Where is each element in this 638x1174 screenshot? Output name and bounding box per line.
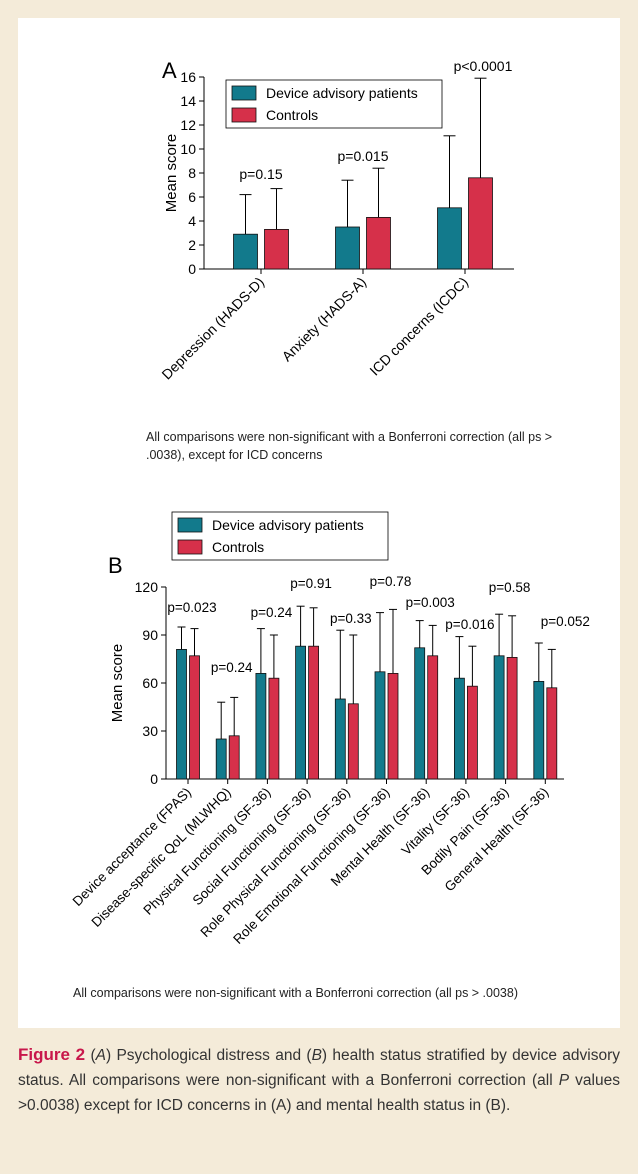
chart-b-bar-controls (506, 656, 518, 780)
chart-b-bar-device (215, 738, 227, 780)
chart-a-y-tick-label: 14 (180, 93, 196, 109)
chart-a-note: All comparisons were non-significant wit… (146, 430, 553, 462)
chart-b-p-value-label: p=0.78 (370, 574, 412, 589)
chart-b-bar-controls (268, 677, 280, 780)
chart-b-legend-swatch-device (177, 517, 203, 533)
chart-a-y-tick-label: 16 (180, 69, 196, 85)
chart-b-bar-controls (308, 645, 320, 780)
chart-a-category-label: Depression (HADS-D) (158, 274, 267, 383)
chart-b-y-tick-label: 60 (142, 675, 158, 691)
chart-b-bar-controls (427, 655, 439, 780)
chart-b-y-tick-label: 0 (150, 771, 158, 787)
chart-b-legend-label-controls: Controls (212, 539, 264, 555)
chart-b-y-axis-label: Mean score (109, 644, 126, 722)
chart-b-p-value-label: p=0.052 (541, 614, 590, 629)
chart-b-bar-controls (387, 672, 399, 780)
chart-b-p-value-label: p=0.91 (290, 576, 332, 591)
chart-a-y-tick-label: 4 (188, 213, 196, 229)
chart-a-bar-device (335, 226, 360, 270)
caption-text-4: values >0.0038) except for ICD concerns … (18, 1072, 620, 1114)
chart-a-p-value-label: p=0.15 (239, 166, 282, 182)
chart-b-y-tick-label: 90 (142, 627, 158, 643)
caption-text-3: ) health status stratified by device adv… (18, 1047, 621, 1089)
chart-b-bar-device (414, 647, 426, 780)
chart-b-p-value-label: p=0.24 (251, 605, 293, 620)
chart-a-bar-device (437, 207, 462, 270)
chart-a-p-value-label: p<0.0001 (454, 58, 513, 74)
chart-a-y-axis-label: Mean score (163, 134, 180, 212)
chart-b-p-value-label: p=0.33 (330, 611, 372, 626)
chart-b-panel-label: B (108, 553, 123, 578)
chart-a-legend-label-device: Device advisory patients (266, 85, 418, 101)
chart-a-bar-controls (264, 228, 289, 270)
chart-b-bar-controls (466, 685, 478, 780)
chart-b-note: All comparisons were non-significant wit… (73, 986, 519, 1000)
figure-label: Figure 2 (18, 1045, 86, 1064)
chart-b-bar-device (374, 671, 386, 780)
chart-a-y-tick-label: 12 (180, 117, 196, 133)
chart-a: 0 2 4 6 8 10 12 14 16 Mean score A Depression (HADS… (158, 58, 514, 383)
chart-b-bar-device (493, 655, 505, 780)
figure-panel: 0 2 4 6 8 10 12 14 16 Mean score A Depression (HADS… (18, 18, 620, 1028)
chart-b-bar-controls (347, 703, 359, 780)
chart-b-legend-swatch-controls (177, 539, 203, 555)
chart-a-y-tick-label: 6 (188, 189, 196, 205)
chart-b-bar-controls (228, 735, 240, 780)
caption-text-2: ) Psychological distress and ( (105, 1047, 312, 1064)
chart-a-y-tick-label: 0 (188, 261, 196, 277)
chart-b-legend-box (171, 511, 389, 561)
chart-b-bar-controls (189, 655, 200, 780)
chart-b-p-value-label: p=0.24 (211, 660, 253, 675)
chart-b-bar-device (453, 677, 465, 780)
chart-a-category-label: ICD concerns (ICDC) (366, 274, 471, 379)
chart-b-p-value-label: p=0.016 (445, 617, 494, 632)
chart-a-legend-swatch-device (231, 85, 257, 101)
chart-a-bar-controls (366, 216, 391, 270)
chart-b-legend-label-device: Device advisory patients (212, 517, 364, 533)
chart-b-bar-controls (546, 687, 558, 780)
chart-b-p-value-label: p=0.58 (489, 580, 531, 595)
chart-a-legend-swatch-controls (231, 107, 257, 123)
chart-b-p-value-label: p=0.023 (167, 600, 216, 615)
caption-text-1: ( (85, 1047, 96, 1064)
caption-panel-b-ref: B (311, 1047, 322, 1064)
chart-a-bar-controls (468, 177, 493, 270)
chart-a-bar-device (233, 233, 258, 270)
figure-caption: Figure 2 (A) Psychological distress and … (18, 1042, 620, 1118)
chart-b-bar-device (255, 672, 267, 780)
chart-b-bar-device (295, 645, 307, 780)
chart-b-p-value-label: p=0.003 (406, 595, 455, 610)
chart-b-bar-device (176, 648, 187, 780)
chart-b-y-tick-label: 120 (135, 579, 159, 595)
chart-a-y-tick-label: 10 (180, 141, 196, 157)
chart-b-bar-device (533, 680, 545, 780)
chart-b-y-tick-label: 30 (142, 723, 158, 739)
chart-a-p-value-label: p=0.015 (338, 148, 389, 164)
chart-b-bar-device (334, 698, 346, 780)
caption-p-symbol: P (558, 1072, 570, 1089)
caption-panel-a-ref: A (95, 1047, 106, 1064)
chart-a-y-tick-label: 2 (188, 237, 196, 253)
chart-a-y-tick-label: 8 (188, 165, 196, 181)
chart-a-legend-label-controls: Controls (266, 107, 318, 123)
chart-a-legend-box (225, 79, 443, 129)
chart-a-panel-label: A (162, 58, 177, 83)
chart-a-category-label: Anxiety (HADS-A) (279, 274, 370, 365)
